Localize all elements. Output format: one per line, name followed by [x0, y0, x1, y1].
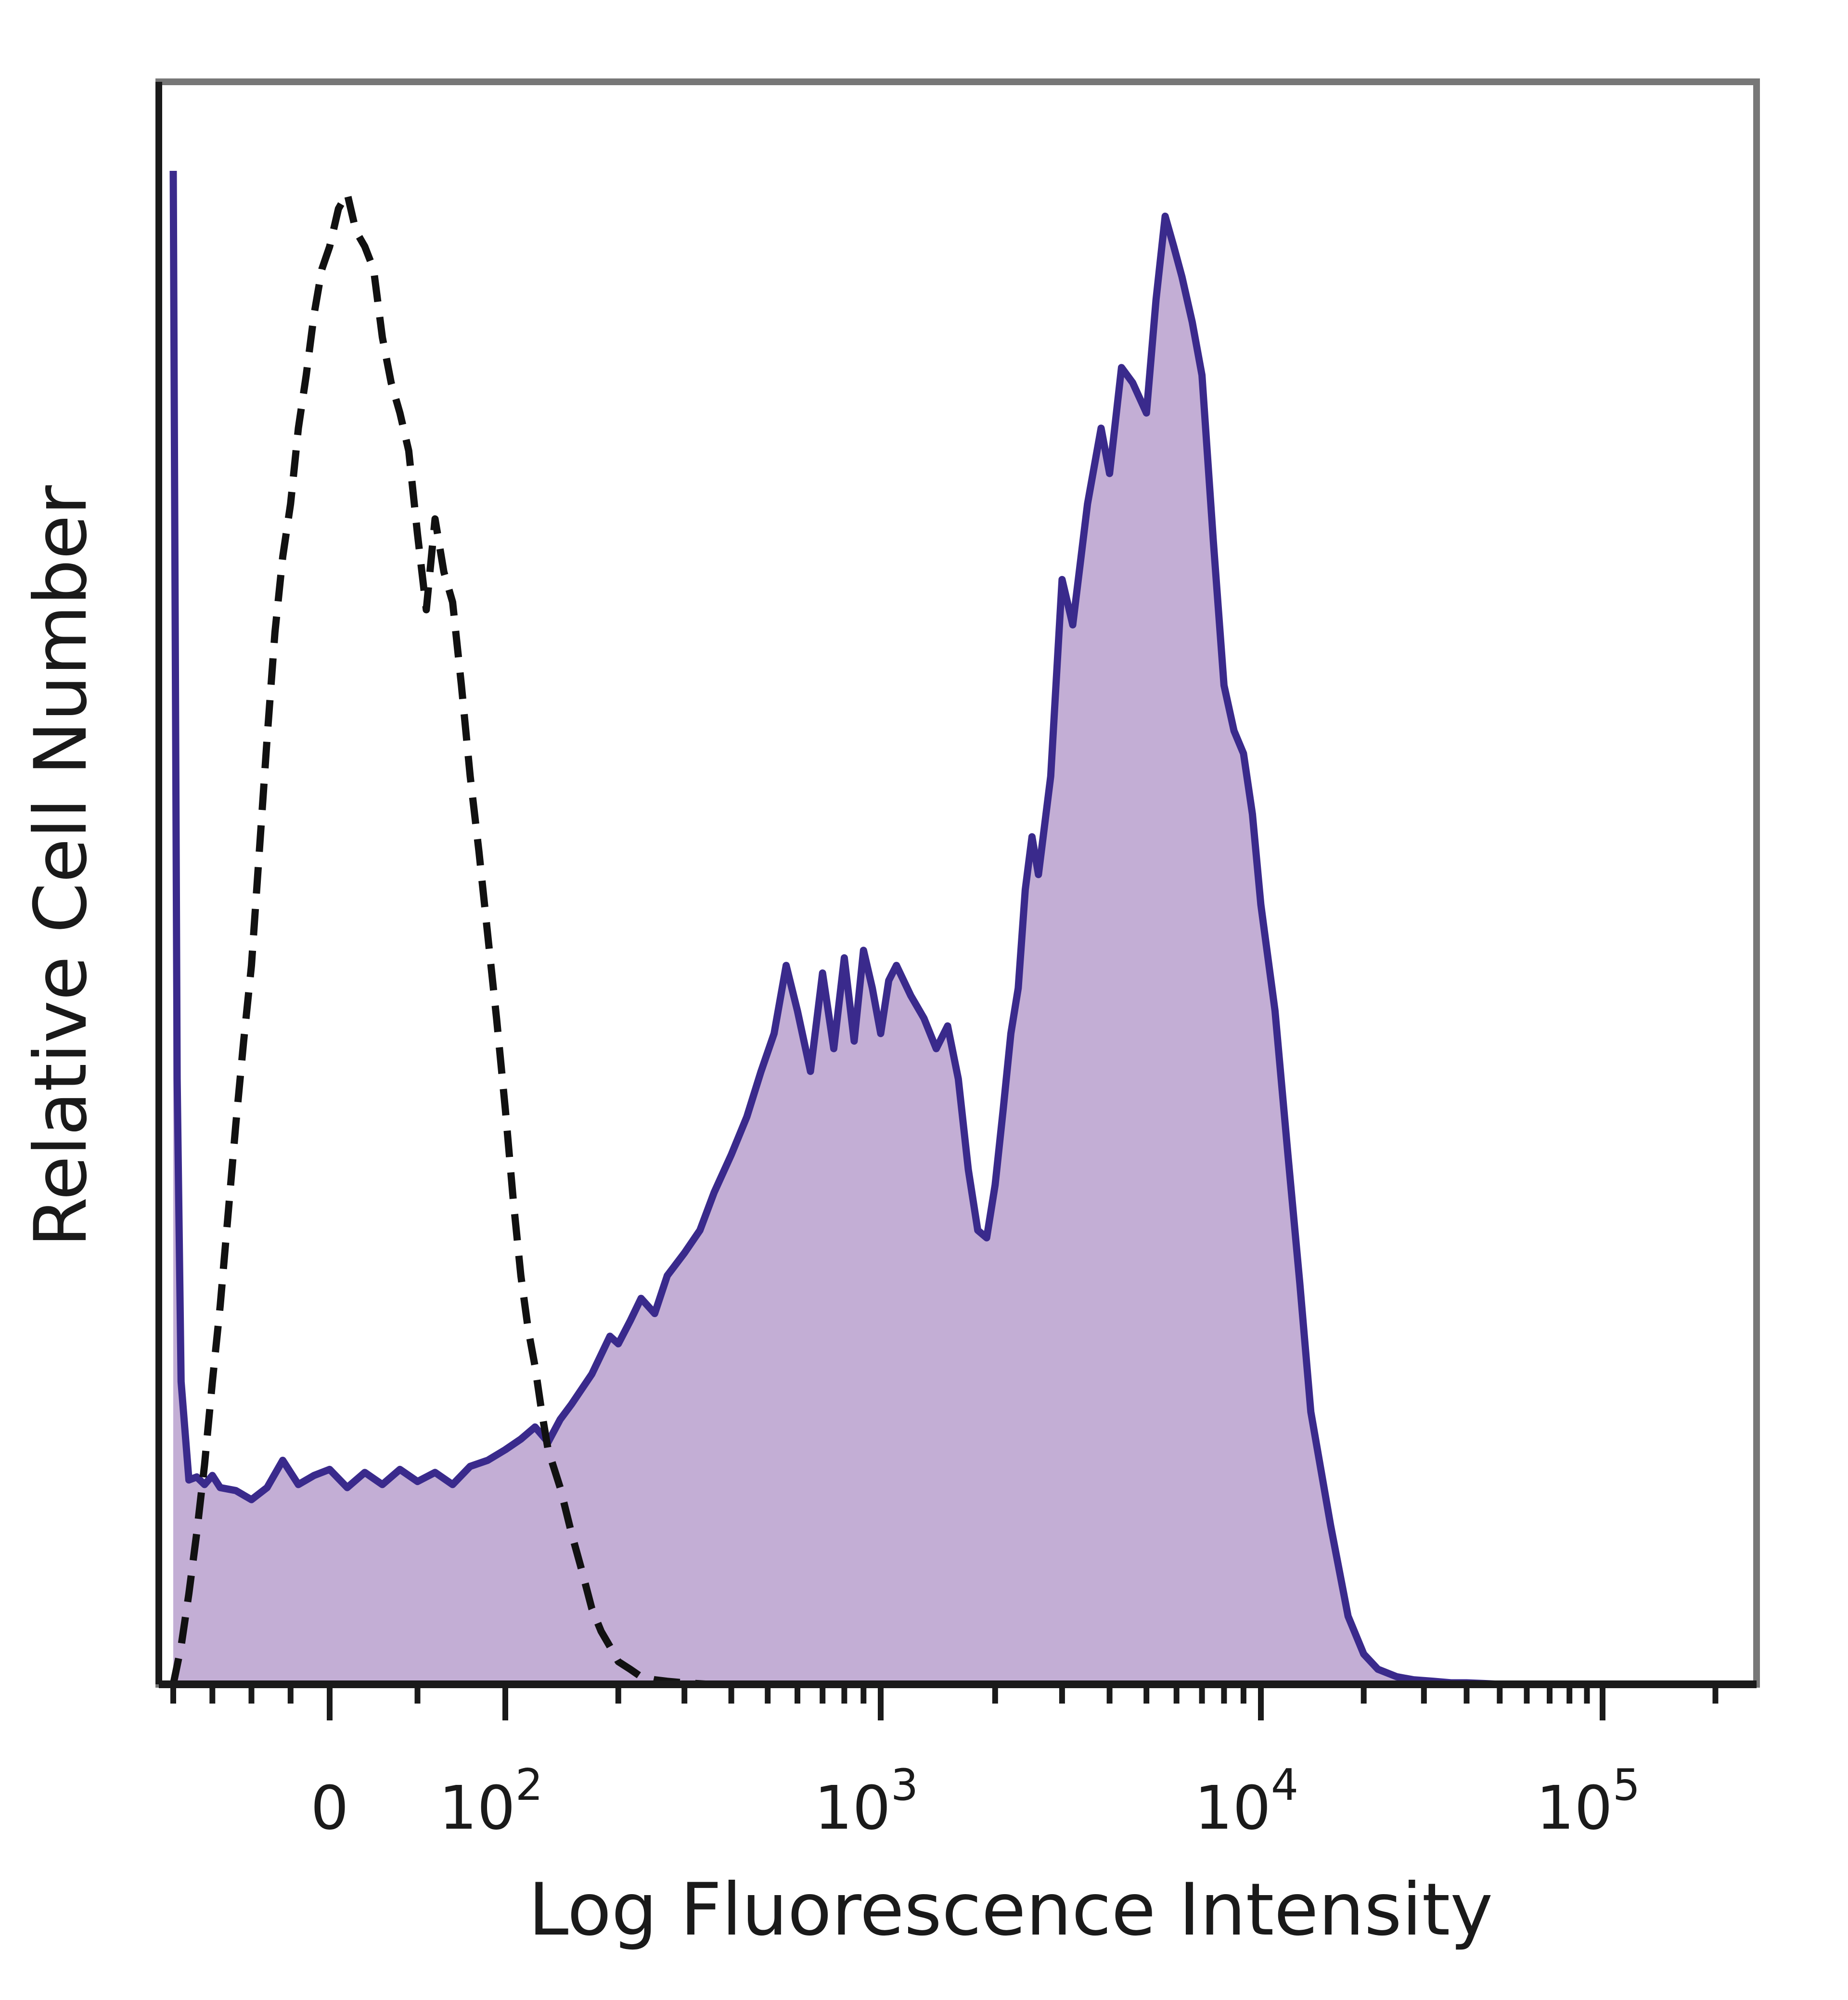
x-tick-label: 105 — [1536, 1760, 1640, 1843]
sample-histogram-fill — [173, 171, 1752, 1684]
x-tick-label: 104 — [1194, 1760, 1298, 1843]
x-axis-title: Log Fluorescence Intensity — [528, 1868, 1493, 1952]
x-tick-label: 103 — [814, 1760, 918, 1843]
filled-histogram-layer — [169, 170, 1752, 1688]
sample-histogram-line — [169, 170, 1752, 1688]
plot-area — [155, 78, 1760, 1688]
x-tick-label: 102 — [439, 1760, 543, 1843]
y-axis-title: Relative Cell Number — [19, 485, 103, 1247]
x-axis-ticks — [170, 1684, 1719, 1720]
x-axis-tick-labels: 0 102 103 104 105 — [310, 1760, 1640, 1843]
x-tick-label: 0 — [310, 1773, 349, 1843]
